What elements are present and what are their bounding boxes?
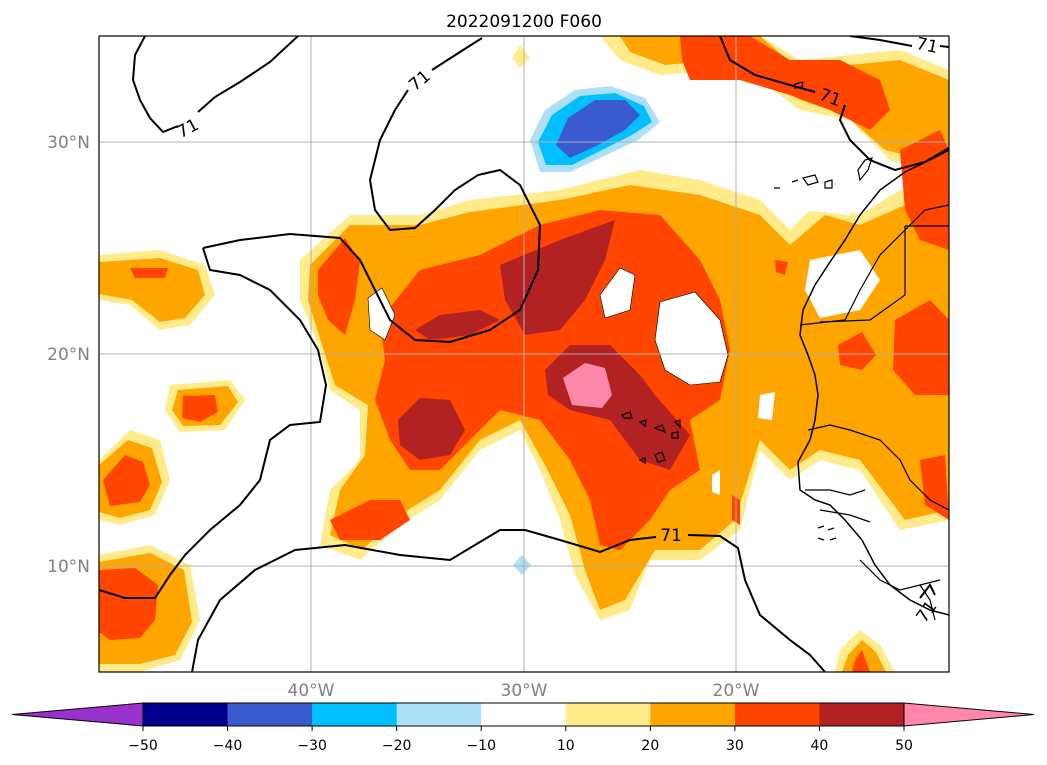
colorbar-tick-label: −10 — [466, 738, 496, 754]
fill-hole — [775, 160, 865, 215]
fill-region-40-50 — [415, 310, 500, 340]
colorbar-frame — [142, 702, 905, 727]
colorbar-bins — [143, 703, 905, 726]
map-frame — [98, 35, 950, 673]
fill-region-40-50 — [398, 398, 465, 460]
colorbar-tick-label: 40 — [811, 738, 829, 754]
contour-line — [939, 45, 949, 48]
lon-tick-label: 20°W — [713, 681, 760, 701]
contour-line — [99, 247, 328, 599]
lon-tick-label: 40°W — [288, 681, 335, 701]
contour-line — [191, 529, 657, 672]
contour-label: 71 — [660, 526, 682, 546]
fill-region-10-20 — [512, 45, 530, 68]
lat-tick-label: 30°N — [47, 133, 90, 153]
fill-region-30-40 — [775, 260, 788, 275]
fill-region-20-30 — [620, 36, 949, 165]
lat-tick-label: 20°N — [47, 345, 90, 365]
contour-line — [197, 36, 299, 113]
fill-hole — [712, 470, 720, 495]
country-border — [799, 204, 949, 326]
colorbar: −50 −40 −30 −20 −10 10 20 30 40 50 — [11, 702, 1035, 754]
isopleth-contours — [99, 36, 949, 672]
africa-coastline — [797, 149, 949, 616]
fill-hole — [654, 291, 729, 386]
country-border — [805, 489, 866, 496]
fill-region-20-30 — [99, 258, 205, 322]
colorbar-bin — [227, 703, 313, 726]
colorbar-ticks: −50 −40 −30 −20 −10 10 20 30 40 50 — [128, 726, 913, 754]
contour-line — [849, 36, 913, 47]
fill-region-30-40 — [893, 300, 949, 395]
colorbar-tick-label: −20 — [382, 738, 412, 754]
gridlines — [99, 36, 949, 672]
contour-line — [838, 104, 949, 172]
country-border — [807, 424, 949, 511]
contour-label: 71 — [405, 66, 434, 95]
fill-region-30-40 — [838, 332, 876, 370]
map-title: 2022091200 F060 — [446, 12, 602, 32]
colorbar-bin — [565, 703, 651, 726]
fill-hole — [599, 267, 636, 319]
colorbar-tick-label: 50 — [895, 738, 913, 754]
colorbar-bin — [312, 703, 398, 726]
fill-hole — [805, 250, 880, 318]
fill-region-30-40 — [318, 238, 360, 335]
colorbar-bin — [481, 703, 567, 726]
country-border — [859, 559, 941, 591]
colorbar-tick-label: −30 — [297, 738, 327, 754]
fill-region-neg-10-20 — [513, 555, 531, 575]
contour-line — [687, 534, 826, 672]
lon-tick-labels: 40°W 30°W 20°W — [288, 681, 760, 701]
fill-region-30-40 — [103, 455, 150, 506]
colorbar-extend-low — [11, 702, 144, 727]
fill-region-30-40 — [99, 568, 158, 640]
colorbar-bin — [819, 703, 905, 726]
colorbar-tick-label: 20 — [641, 738, 659, 754]
contour-label: 71 — [913, 597, 942, 626]
colorbar-extend-high — [903, 702, 1035, 727]
lat-tick-labels: 30°N 20°N 10°N — [47, 133, 90, 577]
cape-verde-islands — [621, 411, 681, 465]
lon-tick-label: 30°W — [501, 681, 548, 701]
colorbar-tick-label: −40 — [213, 738, 243, 754]
contour-label: 71 — [174, 115, 202, 143]
contour-line — [131, 36, 179, 134]
country-border — [819, 226, 906, 323]
fill-region-30-40 — [330, 500, 410, 540]
fill-hole — [367, 287, 396, 341]
fill-region-30-40 — [182, 395, 218, 422]
contour-line — [431, 37, 483, 71]
contour-label: 71 — [914, 34, 939, 58]
colorbar-tick-label: −50 — [128, 738, 158, 754]
lat-tick-label: 10°N — [47, 557, 90, 577]
colorbar-bin — [143, 703, 229, 726]
fill-region-30-40 — [900, 130, 949, 250]
country-border — [919, 584, 936, 621]
fill-region-30-40 — [852, 650, 870, 672]
canary-islands — [774, 157, 873, 189]
contour-line — [919, 583, 936, 599]
fill-region-neg-30-40 — [556, 100, 640, 158]
colorbar-tick-label: 30 — [726, 738, 744, 754]
fill-region-40-50 — [500, 220, 615, 335]
bissagos-islands — [817, 525, 837, 541]
colorbar-bin — [650, 703, 736, 726]
colorbar-tick-label: 10 — [557, 738, 575, 754]
fill-hole — [758, 392, 775, 420]
fill-region-30-40 — [130, 268, 168, 278]
colorbar-bin — [396, 703, 482, 726]
country-border — [819, 509, 871, 523]
colorbar-bin — [734, 703, 820, 726]
contour-line — [719, 36, 816, 93]
map-panel: 71 71 71 71 71 71 — [99, 34, 949, 672]
fill-region-above-50 — [563, 363, 612, 408]
fill-region-30-40 — [920, 455, 949, 520]
contour-line — [202, 89, 542, 344]
coastlines — [621, 81, 949, 621]
